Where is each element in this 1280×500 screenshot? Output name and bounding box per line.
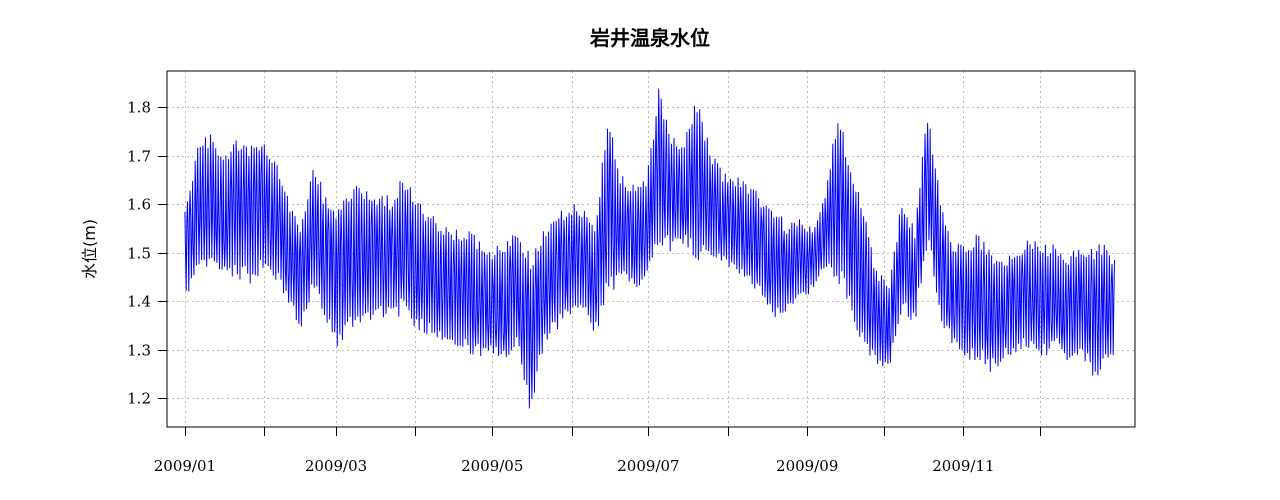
x-tick-label: 2009/11: [932, 457, 994, 475]
y-tick-label: 1.4: [127, 293, 151, 311]
x-tick-label: 2009/07: [617, 457, 679, 475]
plot-frame: [166, 70, 1136, 428]
x-tick-label: 2009/09: [776, 457, 838, 475]
water-level-series-line: [184, 88, 1115, 409]
y-axis: 1.2 1.3 1.4 1.5 1.6 1.7 1.8: [127, 99, 167, 408]
y-tick-label: 1.6: [127, 196, 151, 214]
y-tick-label: 1.7: [127, 148, 151, 166]
y-tick-label: 1.2: [127, 390, 151, 408]
grid-lines: [167, 71, 1135, 427]
x-tick-label: 2009/01: [154, 457, 216, 475]
x-tick-label: 2009/03: [305, 457, 367, 475]
y-tick-label: 1.3: [127, 342, 151, 360]
y-tick-label: 1.5: [127, 245, 151, 263]
chart-title: 岩井温泉水位: [589, 26, 710, 50]
x-axis: 2009/01 2009/03 2009/05 2009/07 2009/09 2009/…: [154, 427, 1041, 475]
x-tick-label: 2009/05: [461, 457, 523, 475]
y-axis-label: 水位(m): [80, 219, 99, 279]
y-tick-label: 1.8: [127, 99, 151, 117]
series-group: [184, 88, 1115, 409]
